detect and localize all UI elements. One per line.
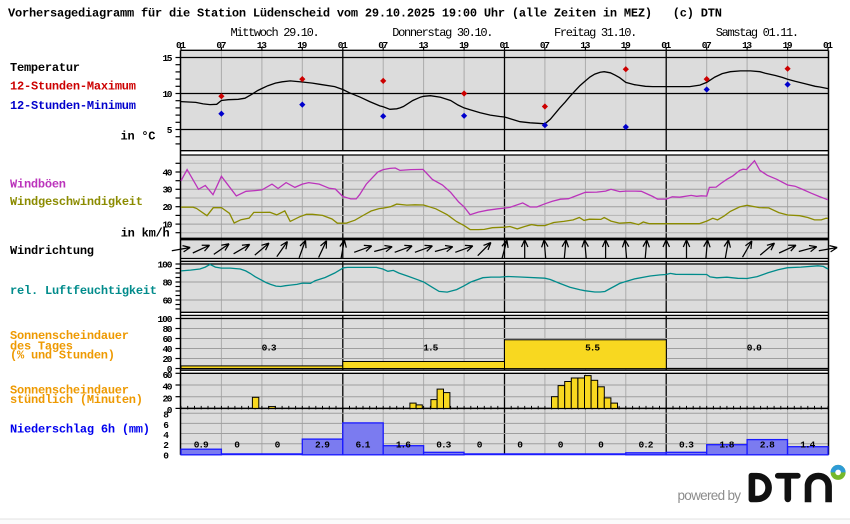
svg-text:0: 0 (275, 439, 281, 450)
svg-text:in km/h: in km/h (121, 226, 170, 240)
svg-text:Freitag 31.10.: Freitag 31.10. (554, 26, 637, 40)
svg-text:40: 40 (163, 382, 173, 393)
svg-text:19: 19 (297, 40, 307, 51)
svg-text:60: 60 (163, 334, 173, 345)
svg-text:19: 19 (783, 40, 793, 51)
svg-text:0.3: 0.3 (679, 439, 694, 450)
svg-text:6: 6 (163, 420, 169, 431)
svg-text:10: 10 (163, 219, 173, 230)
svg-text:1.5: 1.5 (423, 343, 438, 354)
svg-text:20: 20 (163, 354, 173, 365)
svg-text:1.4: 1.4 (800, 439, 815, 450)
svg-text:19: 19 (459, 40, 469, 51)
svg-text:2: 2 (163, 440, 169, 451)
svg-text:8: 8 (163, 410, 169, 421)
svg-text:Windrichtung: Windrichtung (10, 244, 94, 258)
svg-text:0.0: 0.0 (747, 343, 762, 354)
svg-text:0.3: 0.3 (436, 439, 451, 450)
svg-text:0.3: 0.3 (262, 343, 277, 354)
svg-text:0: 0 (167, 405, 173, 416)
svg-text:0: 0 (167, 364, 173, 375)
svg-text:2.8: 2.8 (760, 439, 775, 450)
svg-text:01: 01 (500, 40, 510, 51)
svg-text:100: 100 (158, 259, 173, 270)
svg-text:13: 13 (257, 40, 267, 51)
svg-text:01: 01 (176, 40, 186, 51)
svg-text:20: 20 (163, 393, 173, 404)
svg-text:80: 80 (163, 277, 173, 288)
svg-text:Niederschlag 6h (mm): Niederschlag 6h (mm) (10, 423, 150, 437)
svg-text:40: 40 (163, 167, 173, 178)
svg-text:07: 07 (540, 40, 550, 51)
svg-text:(% und Stunden): (% und Stunden) (10, 349, 115, 363)
svg-text:0: 0 (234, 439, 240, 450)
svg-text:19: 19 (621, 40, 631, 51)
svg-text:40: 40 (163, 344, 173, 355)
svg-text:in °C: in °C (121, 130, 156, 144)
svg-text:10: 10 (163, 89, 173, 100)
svg-text:6.1: 6.1 (356, 439, 371, 450)
svg-text:Mittwoch 29.10.: Mittwoch 29.10. (231, 26, 320, 40)
svg-text:13: 13 (419, 40, 429, 51)
svg-text:Sonnenscheindauer: Sonnenscheindauer (10, 383, 129, 397)
svg-text:1.6: 1.6 (396, 439, 411, 450)
svg-text:12-Stunden-Minimum: 12-Stunden-Minimum (10, 99, 136, 113)
svg-text:Vorhersagediagramm für die Sta: Vorhersagediagramm für die Station Lüden… (8, 7, 722, 21)
svg-text:0.9: 0.9 (194, 439, 209, 450)
svg-text:rel. Luftfeuchtigkeit: rel. Luftfeuchtigkeit (10, 284, 157, 298)
svg-text:07: 07 (216, 40, 226, 51)
svg-text:20: 20 (163, 202, 173, 213)
svg-text:15: 15 (163, 53, 173, 64)
svg-text:1.8: 1.8 (719, 439, 734, 450)
svg-text:Windböen: Windböen (10, 178, 66, 192)
svg-text:0.2: 0.2 (639, 439, 654, 450)
svg-text:4: 4 (163, 430, 169, 441)
svg-text:Samstag 01.11.: Samstag 01.11. (716, 26, 799, 40)
svg-text:60: 60 (163, 370, 173, 381)
svg-text:60: 60 (163, 295, 173, 306)
svg-text:07: 07 (378, 40, 388, 51)
svg-text:0: 0 (558, 439, 564, 450)
svg-text:0: 0 (517, 439, 523, 450)
svg-text:13: 13 (580, 40, 590, 51)
svg-text:13: 13 (742, 40, 752, 51)
svg-text:0: 0 (477, 439, 483, 450)
svg-text:des Tages: des Tages (10, 339, 73, 353)
svg-text:Sonnenscheindauer: Sonnenscheindauer (10, 329, 129, 343)
svg-text:Windgeschwindigkeit: Windgeschwindigkeit (10, 195, 143, 209)
svg-text:01: 01 (338, 40, 348, 51)
svg-text:powered by: powered by (678, 488, 742, 503)
svg-text:80: 80 (163, 324, 173, 335)
svg-text:100: 100 (158, 314, 173, 325)
svg-text:0: 0 (163, 450, 169, 461)
svg-text:07: 07 (702, 40, 712, 51)
svg-text:5: 5 (167, 125, 173, 136)
svg-text:01: 01 (823, 40, 833, 51)
svg-text:Temperatur: Temperatur (10, 61, 80, 75)
svg-text:5.5: 5.5 (585, 343, 600, 354)
svg-text:2.9: 2.9 (315, 439, 330, 450)
svg-text:stündlich (Minuten): stündlich (Minuten) (10, 393, 143, 407)
svg-text:12-Stunden-Maximum: 12-Stunden-Maximum (10, 79, 136, 93)
svg-text:30: 30 (163, 185, 173, 196)
svg-text:0: 0 (598, 439, 604, 450)
svg-text:Donnerstag 30.10.: Donnerstag 30.10. (392, 26, 493, 40)
svg-text:01: 01 (661, 40, 671, 51)
